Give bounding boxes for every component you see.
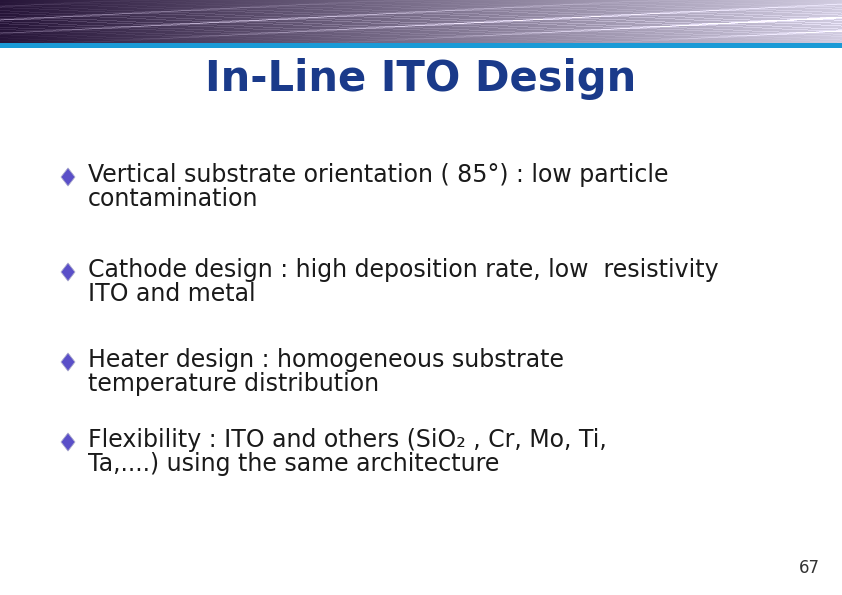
- Bar: [0, 43, 842, 48]
- Text: 67: 67: [799, 559, 820, 577]
- Text: Cathode design : high deposition rate, low  resistivity: Cathode design : high deposition rate, l…: [88, 258, 718, 282]
- Text: temperature distribution: temperature distribution: [88, 372, 379, 396]
- Text: Vertical substrate orientation ( 85°) : low particle: Vertical substrate orientation ( 85°) : …: [88, 163, 669, 187]
- Text: ITO and metal: ITO and metal: [88, 282, 256, 306]
- Text: Heater design : homogeneous substrate: Heater design : homogeneous substrate: [88, 348, 564, 372]
- Polygon shape: [61, 168, 75, 186]
- Text: In-Line ITO Design: In-Line ITO Design: [205, 58, 637, 100]
- Text: Flexibility : ITO and others (SiO₂ , Cr, Mo, Ti,: Flexibility : ITO and others (SiO₂ , Cr,…: [88, 428, 607, 452]
- Text: Ta,....) using the same architecture: Ta,....) using the same architecture: [88, 452, 499, 476]
- Polygon shape: [61, 433, 75, 451]
- Polygon shape: [61, 353, 75, 371]
- Polygon shape: [61, 263, 75, 281]
- Text: contamination: contamination: [88, 187, 258, 211]
